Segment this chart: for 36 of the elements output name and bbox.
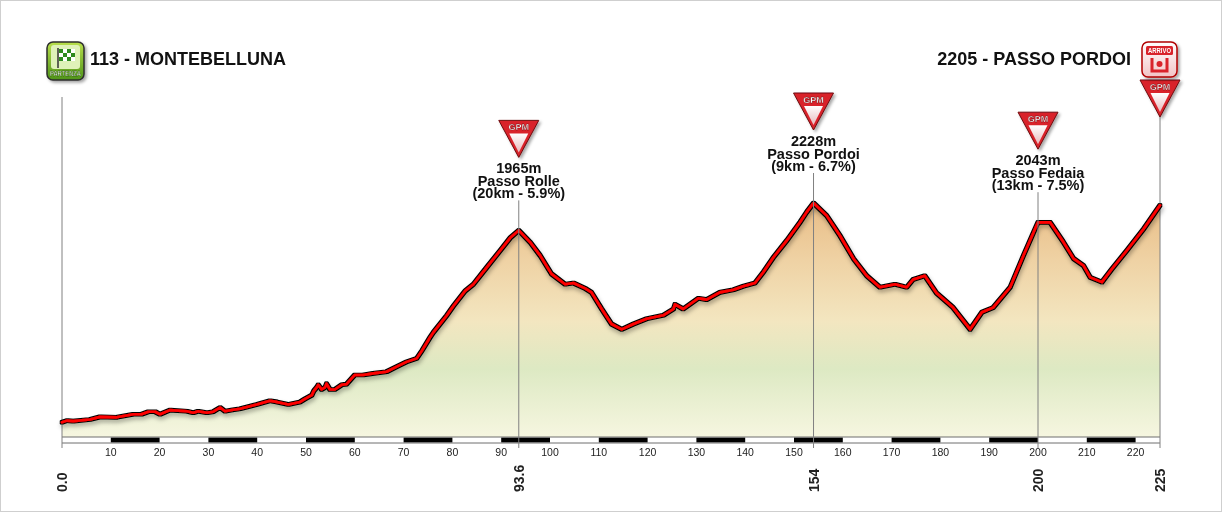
x-tick-label: 130 [687, 446, 706, 458]
x-tick-label: 120 [638, 446, 657, 458]
x-tick-label: 20 [153, 446, 166, 458]
x-tick-label: 140 [736, 446, 755, 458]
x-tick-label: 170 [882, 446, 901, 458]
x-tick-label: 210 [1078, 446, 1096, 458]
x-tick-label: 150 [785, 446, 803, 458]
triangle-sign-icon: GPM [1139, 79, 1181, 118]
text: 113 - MONTEBELLUNA [90, 49, 287, 69]
x-tick-label: 100 [541, 446, 559, 458]
x-tick-label: 110 [590, 446, 608, 458]
ref-line-label: 200 [1030, 468, 1046, 492]
x-tick-label: 90 [495, 446, 508, 458]
x-tick-label: 200 [1029, 446, 1047, 458]
ref-line-label: 154 [805, 468, 822, 492]
x-tick-label: 190 [980, 446, 999, 458]
x-tick-label: 60 [348, 446, 361, 458]
triangle-sign-icon: GPM [498, 119, 540, 158]
x-tick-label: 80 [446, 446, 459, 458]
annotation: 2043m Passo Fedaia (13km - 7.5%) [991, 152, 1086, 194]
annotation: 1965m Passo Rolle (20km - 5.9%) [472, 160, 566, 202]
annotation: 2228m Passo Pordoi (9km - 6.7%) [767, 133, 860, 174]
text: 225 [1152, 468, 1168, 492]
x-tick-label: 180 [931, 446, 950, 458]
x-tick-label: 10 [104, 446, 117, 458]
x-tick-label: 220 [1126, 446, 1145, 458]
text: 0.0 [54, 472, 70, 492]
x-tick-label: 50 [300, 446, 312, 458]
x-tick-label: 40 [251, 446, 264, 458]
triangle-sign-icon: GPM [1017, 111, 1059, 150]
x-tick-label: 160 [834, 446, 852, 458]
ref-line-label: 93.6 [510, 464, 527, 492]
text: 2205 - PASSO PORDOI [937, 49, 1131, 69]
x-tick-label: 30 [202, 446, 215, 458]
triangle-sign-icon: GPM [793, 92, 834, 131]
x-tick-label: 70 [397, 446, 410, 458]
